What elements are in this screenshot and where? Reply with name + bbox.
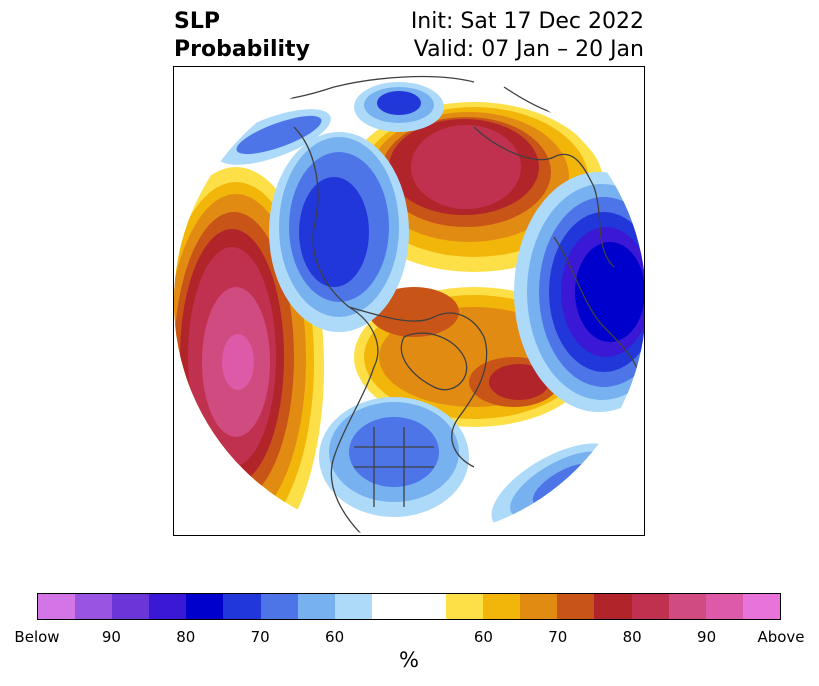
- canada-negative-anomaly: [269, 132, 409, 332]
- us-negative-anomaly: [319, 397, 469, 517]
- pole-negative-anomaly: [354, 82, 444, 132]
- colorbar-tick-label: Below: [14, 628, 60, 646]
- valid-range: Valid: 07 Jan – 20 Jan: [413, 37, 644, 62]
- map-canvas: [174, 67, 644, 535]
- colorbar-tick-label: 90: [101, 628, 121, 646]
- colorbar-cell: [75, 594, 113, 619]
- title-metric: Probability: [174, 37, 310, 62]
- colorbar-tick-label: 60: [473, 628, 493, 646]
- title-variable: SLP: [174, 9, 220, 34]
- colorbar-cell: [631, 594, 669, 619]
- colorbar-cell: [520, 594, 558, 619]
- chart-title-right: Init: Sat 17 Dec 2022 Valid: 07 Jan – 20…: [411, 8, 644, 64]
- colorbar-cell: [223, 594, 261, 619]
- colorbar-tick-label: 90: [697, 628, 717, 646]
- colorbar-tick-label: 70: [548, 628, 568, 646]
- colorbar-cell: [594, 594, 632, 619]
- colorbar-cell: [705, 594, 743, 619]
- colorbar-tick-label: 80: [176, 628, 196, 646]
- colorbar-cell: [149, 594, 187, 619]
- nw-negative-anomaly: [217, 109, 331, 165]
- colorbar-tick-label: 60: [325, 628, 345, 646]
- colorbar-cell: [260, 594, 298, 619]
- arctic-positive-anomaly: [344, 102, 604, 272]
- colorbar-cell: [408, 594, 447, 619]
- colorbar-tick-label: Above: [757, 628, 805, 646]
- chart-title-left: SLP Probability: [174, 8, 310, 64]
- legend-colorbar: [37, 593, 781, 620]
- colorbar-cell: [742, 594, 780, 619]
- colorbar-cell: [297, 594, 335, 619]
- colorbar-cell: [334, 594, 372, 619]
- colorbar-tick-label: 70: [250, 628, 270, 646]
- init-date: Init: Sat 17 Dec 2022: [410, 9, 644, 34]
- colorbar-unit: %: [399, 648, 419, 672]
- colorbar-cell: [371, 594, 409, 619]
- probability-map: [173, 66, 645, 536]
- colorbar-cell: [557, 594, 595, 619]
- colorbar-cell: [668, 594, 706, 619]
- colorbar-cell: [38, 594, 76, 619]
- colorbar-tick-label: 80: [622, 628, 642, 646]
- colorbar-cell: [483, 594, 521, 619]
- colorbar-cell: [112, 594, 150, 619]
- colorbar-cell: [186, 594, 224, 619]
- colorbar-cell: [446, 594, 484, 619]
